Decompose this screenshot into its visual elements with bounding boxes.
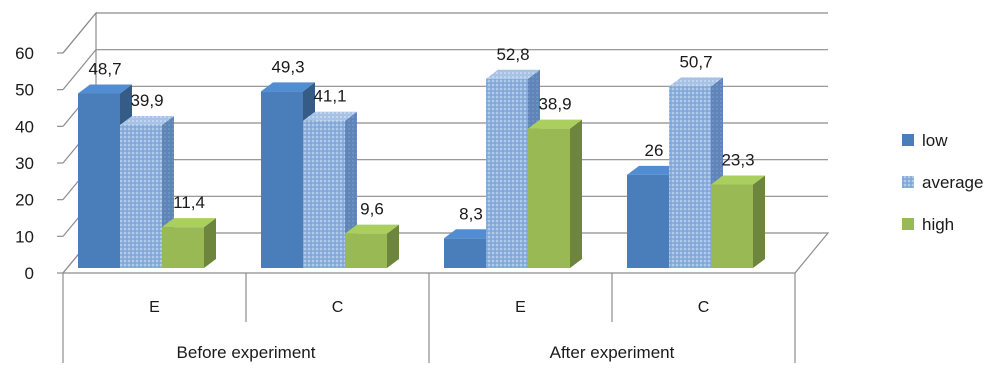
data-label: 49,3	[271, 57, 304, 76]
y-axis-ticks: 0 10 20 30 40 50 60	[15, 44, 63, 283]
bar-high-side	[204, 218, 216, 268]
x-category-label: E	[149, 299, 160, 316]
x-axis: E C E C Before experiment After experiment	[62, 273, 796, 363]
bar-high-side	[570, 119, 582, 268]
data-labels: 48,7 39,9 11,4 49,3 41,1 9,6 8,3 52,8 38,9 26 50,7…	[88, 45, 754, 223]
y-tick-label: 30	[15, 154, 34, 173]
bar-high-top	[345, 224, 399, 234]
bar-average	[669, 86, 711, 268]
bar-average	[303, 120, 345, 268]
gridlines	[62, 12, 828, 237]
bar-high-side	[387, 224, 399, 268]
legend-swatch-high	[902, 218, 914, 230]
bar-high	[345, 233, 387, 268]
gridline-side	[62, 49, 97, 91]
bar-low-top	[261, 82, 315, 92]
bars	[78, 69, 765, 269]
bar-low	[627, 174, 669, 268]
data-label: 8,3	[459, 204, 483, 223]
data-label: 38,9	[538, 95, 571, 114]
data-label: 41,1	[313, 87, 346, 106]
legend-label-low: low	[922, 131, 948, 150]
bar-high	[711, 184, 753, 268]
legend-label-high: high	[922, 215, 954, 234]
y-tick-label: 0	[25, 264, 34, 283]
bar-low-top	[627, 165, 681, 175]
bar-low	[261, 91, 303, 268]
y-tick-label: 50	[15, 81, 34, 100]
legend-swatch-low	[902, 134, 914, 146]
bar-high-top	[162, 218, 216, 228]
y-tick-label: 20	[15, 191, 34, 210]
data-label: 48,7	[88, 59, 121, 78]
legend-swatch-average	[902, 176, 914, 188]
bar-high-side	[753, 175, 765, 268]
data-label: 52,8	[496, 45, 529, 64]
bar-low-top	[444, 229, 498, 239]
bar-average-top	[120, 116, 174, 126]
gridline-side	[62, 12, 97, 54]
bar-average-top	[669, 77, 723, 87]
data-label: 23,3	[721, 151, 754, 170]
x-group-label: After experiment	[550, 343, 675, 362]
data-label: 26	[645, 141, 664, 160]
x-category-label: C	[698, 299, 710, 316]
bar-average-top	[486, 69, 540, 79]
bar-average-top	[303, 111, 357, 121]
y-tick-label: 10	[15, 227, 34, 246]
x-group-label: Before experiment	[177, 343, 316, 362]
bar-high	[162, 227, 204, 268]
legend: low average high	[902, 131, 983, 234]
bar-low	[444, 238, 486, 268]
y-tick-label: 60	[15, 44, 34, 63]
data-label: 11,4	[173, 193, 205, 212]
bar-average	[120, 125, 162, 269]
data-label: 9,6	[360, 200, 384, 219]
bar-high-top	[528, 119, 582, 129]
x-category-label: E	[515, 299, 526, 316]
bar-low	[78, 93, 120, 268]
x-category-label: C	[332, 299, 344, 316]
bar-average	[486, 78, 528, 268]
bar-high-top	[711, 175, 765, 185]
data-label: 50,7	[679, 52, 712, 71]
bar-high	[528, 128, 570, 268]
data-label: 39,9	[130, 91, 163, 110]
y-tick-label: 40	[15, 117, 34, 136]
legend-label-average: average	[922, 173, 983, 192]
bar-low-top	[78, 84, 132, 94]
